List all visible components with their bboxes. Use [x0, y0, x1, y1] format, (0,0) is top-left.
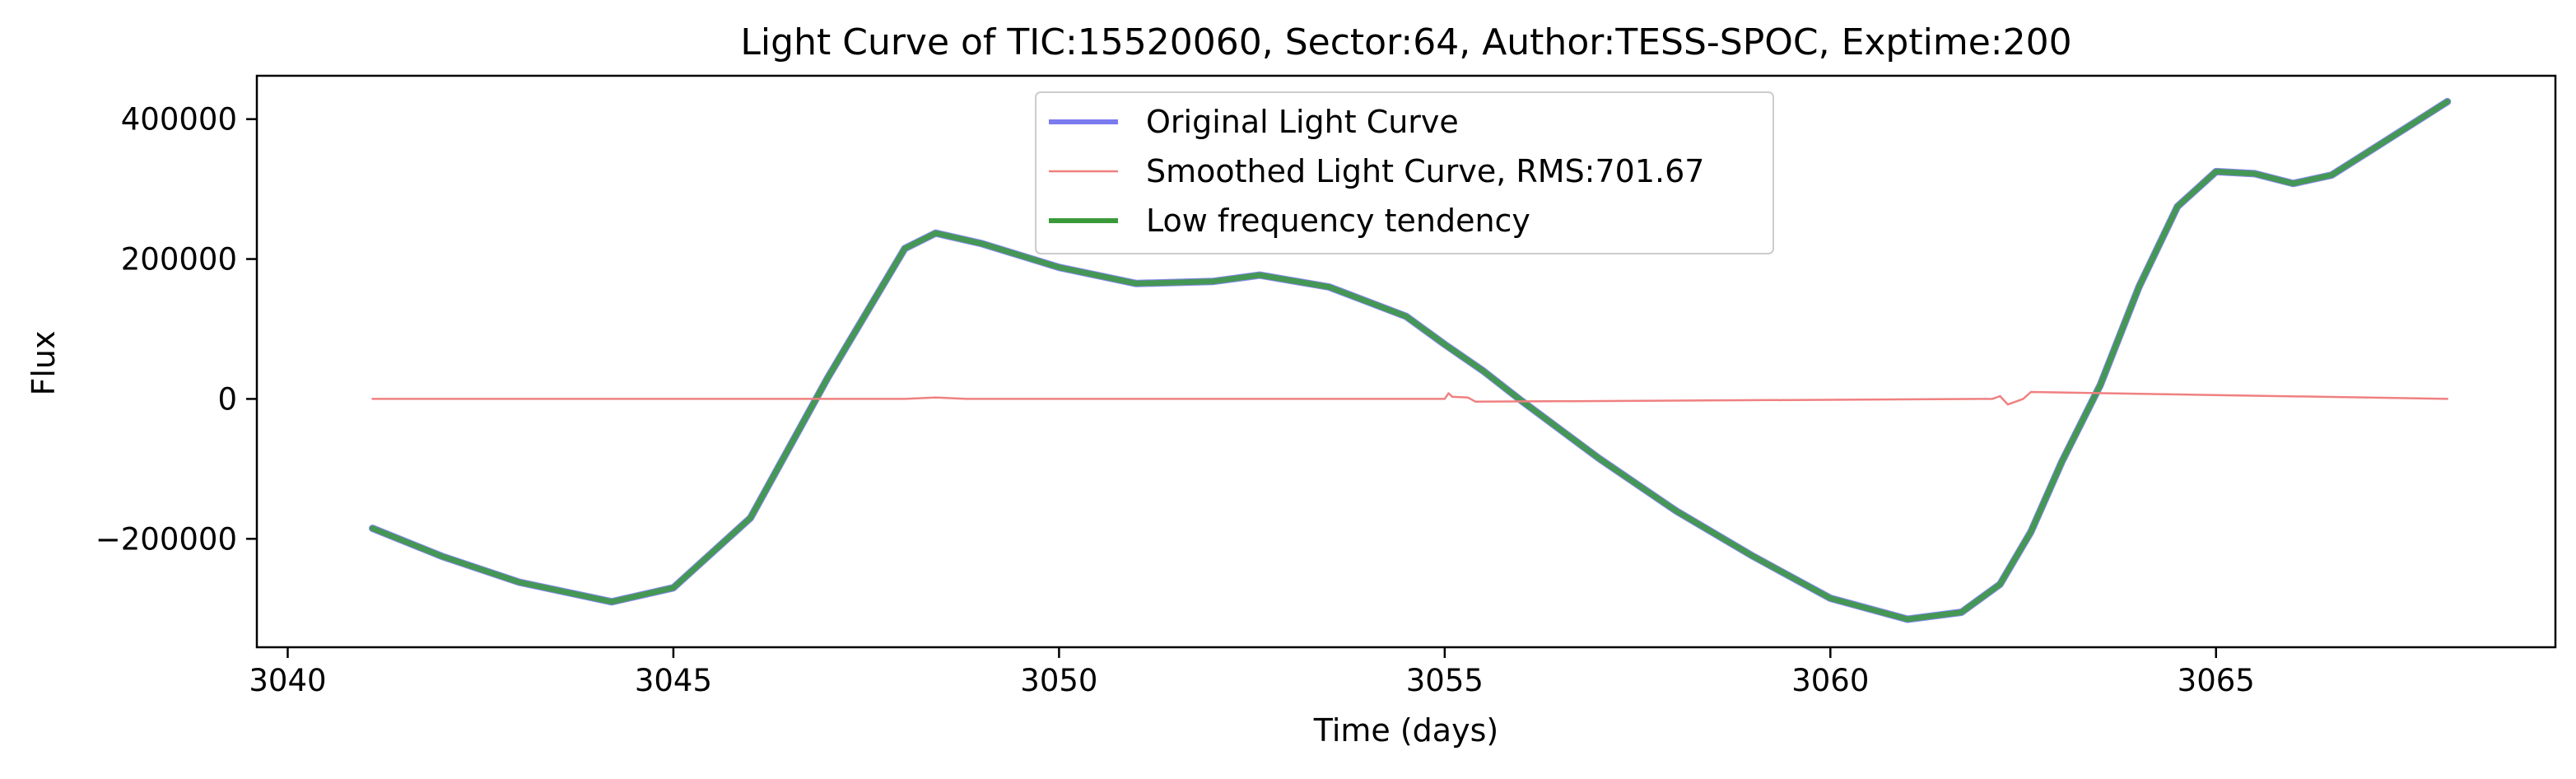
x-tick-label: 3060 — [1791, 663, 1869, 698]
series-line-3 — [370, 98, 2451, 623]
x-tick-label: 3040 — [249, 663, 326, 698]
legend-label-2: Smoothed Light Curve, RMS:701.67 — [1146, 153, 1704, 189]
legend-label-1: Original Light Curve — [1146, 104, 1459, 140]
legend: Original Light Curve Smoothed Light Curve… — [1035, 91, 1774, 254]
x-axis: 3040 3045 3050 3055 3060 3065 — [249, 647, 2255, 698]
y-tick-label: 0 — [217, 381, 237, 417]
y-axis-label: Flux — [26, 331, 62, 396]
x-tick-label: 3055 — [1406, 663, 1484, 698]
y-tick-label: 200000 — [121, 242, 237, 278]
chart-title: Light Curve of TIC:15520060, Sector:64, … — [740, 21, 2071, 63]
y-axis: −200000 0 200000 400000 — [95, 102, 257, 557]
y-tick-label: 400000 — [121, 102, 237, 138]
y-tick-label: −200000 — [95, 521, 237, 557]
plot-area — [369, 97, 2452, 623]
plot-frame — [255, 74, 2557, 649]
legend-box — [1035, 91, 1774, 254]
x-axis-label: Time (days) — [1313, 712, 1498, 749]
x-tick-label: 3045 — [635, 663, 712, 698]
x-tick-label: 3065 — [2178, 663, 2255, 698]
x-tick-label: 3050 — [1020, 663, 1097, 698]
series-line-2 — [371, 390, 2449, 406]
legend-label-3: Low frequency tendency — [1146, 203, 1530, 239]
